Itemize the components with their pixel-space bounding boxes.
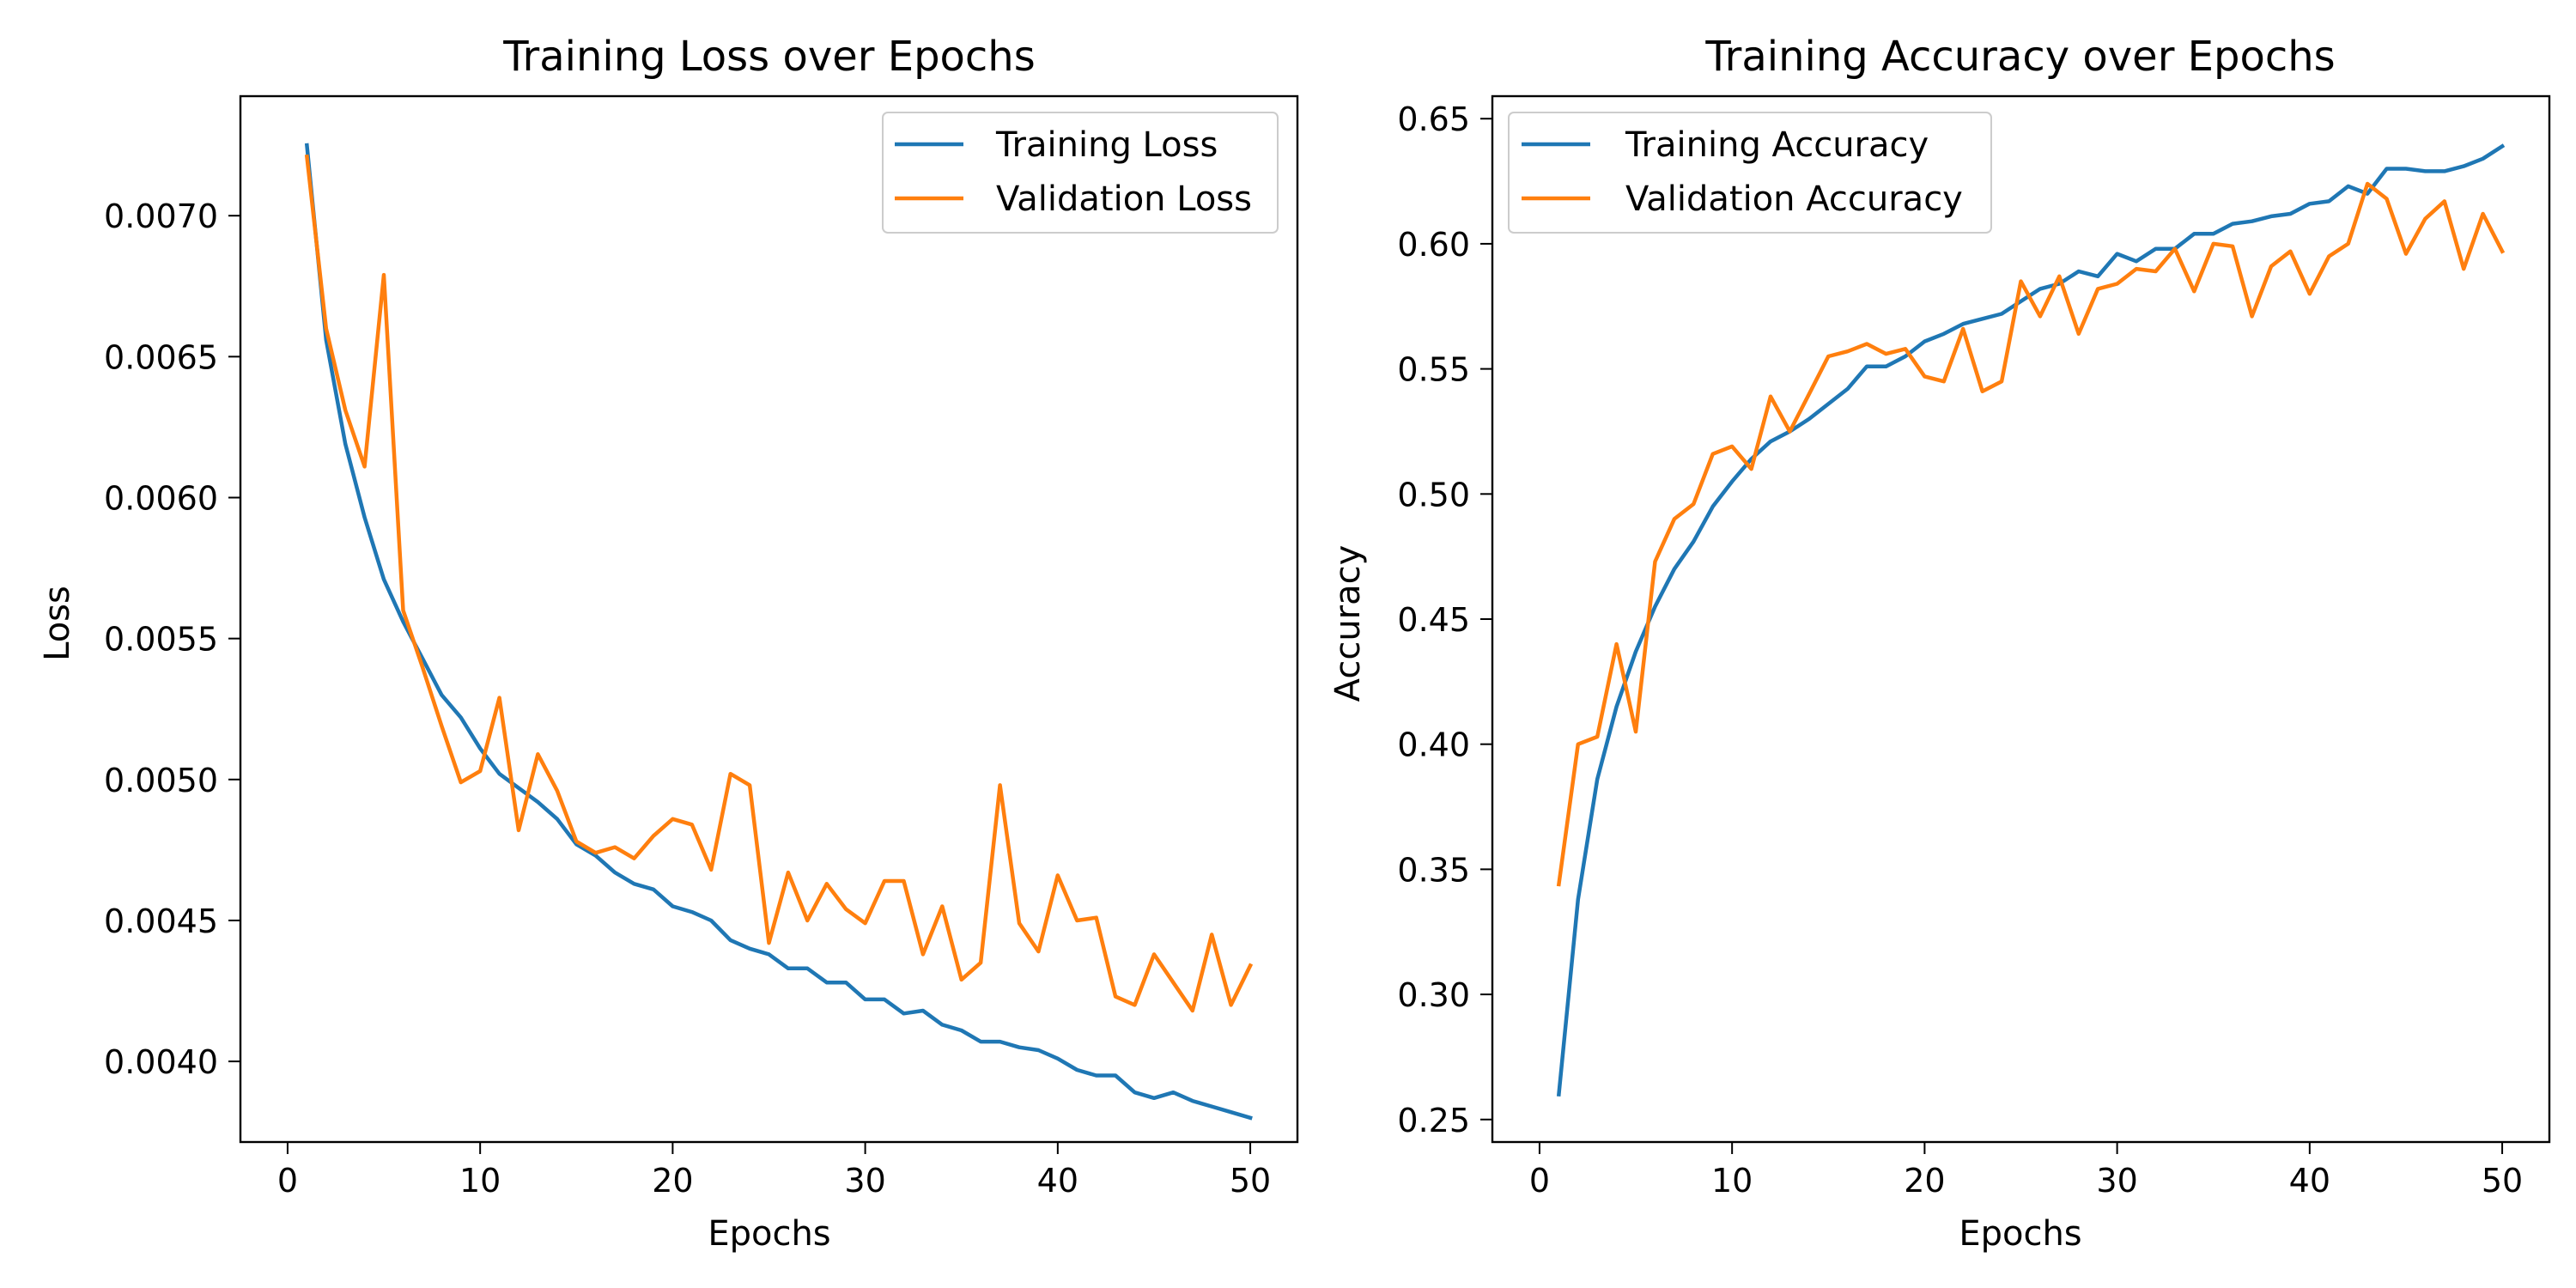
accuracy-y-tick-label: 0.40	[1397, 726, 1470, 764]
accuracy-y-tick-label: 0.50	[1397, 476, 1470, 513]
accuracy-series-line-validation	[1556, 181, 2506, 887]
loss-y-tick-label: 0.0040	[104, 1043, 218, 1081]
loss-y-tick-label: 0.0055	[104, 621, 218, 659]
accuracy-x-tick-label: 0	[1529, 1162, 1550, 1200]
loss-y-tick-label: 0.0045	[104, 902, 218, 940]
loss-series-line-validation	[304, 154, 1254, 1013]
loss-y-axis-label: Loss	[38, 586, 77, 661]
accuracy-y-tick-label: 0.55	[1397, 351, 1470, 389]
loss-plot-frame	[239, 94, 1299, 1144]
accuracy-y-tick-label: 0.45	[1397, 601, 1470, 639]
accuracy-y-tick-label: 0.25	[1397, 1102, 1470, 1139]
accuracy-legend-label-training: Training Accuracy	[1625, 125, 1929, 165]
accuracy-x-tick-label: 50	[2482, 1162, 2523, 1200]
loss-legend-box	[882, 112, 1279, 234]
accuracy-x-tick-label: 10	[1711, 1162, 1753, 1200]
accuracy-x-tick-label: 20	[1904, 1162, 1945, 1200]
accuracy-line-layer	[1556, 143, 2506, 1097]
accuracy-tick-layer: 0 10 20 30 40 50 0.25 0.30 0.35 0.40 0.45 0.50 0.55 0…	[1397, 100, 2523, 1200]
loss-x-tick-label: 50	[1230, 1162, 1271, 1200]
loss-chart: Training Loss over Epochs Epochs Loss 0 1…	[38, 33, 1299, 1254]
loss-x-tick-label: 40	[1037, 1162, 1078, 1200]
loss-x-tick-label: 30	[844, 1162, 885, 1200]
accuracy-legend: Training Accuracy Validation Accuracy	[1508, 112, 1992, 234]
accuracy-x-tick-label: 30	[2096, 1162, 2137, 1200]
loss-x-tick-label: 0	[277, 1162, 298, 1200]
loss-x-tick-label: 10	[459, 1162, 501, 1200]
accuracy-plot-frame	[1491, 94, 2551, 1144]
loss-chart-title: Training Loss over Epochs	[502, 33, 1035, 81]
accuracy-y-tick-label: 0.30	[1397, 976, 1470, 1014]
loss-y-tick-label: 0.0060	[104, 480, 218, 518]
loss-tick-layer: 0 10 20 30 40 50 0.0040 0.0045 0.0050 0.0055 0.006…	[104, 197, 1271, 1200]
accuracy-y-tick-label: 0.65	[1397, 100, 1470, 138]
loss-legend-label-training: Training Loss	[995, 125, 1218, 165]
loss-y-tick-label: 0.0070	[104, 197, 218, 235]
accuracy-x-axis-label: Epochs	[1959, 1214, 2081, 1254]
loss-x-axis-label: Epochs	[708, 1214, 830, 1254]
accuracy-chart-title: Training Accuracy over Epochs	[1704, 33, 2335, 81]
accuracy-legend-box	[1508, 112, 1992, 234]
accuracy-chart: Training Accuracy over Epochs Epochs Acc…	[1328, 33, 2551, 1254]
accuracy-legend-label-validation: Validation Accuracy	[1625, 179, 1963, 219]
loss-legend-label-validation: Validation Loss	[996, 179, 1252, 219]
loss-y-tick-label: 0.0050	[104, 762, 218, 799]
loss-line-layer	[304, 143, 1254, 1121]
loss-y-tick-label: 0.0065	[104, 338, 218, 376]
accuracy-y-tick-label: 0.60	[1397, 226, 1470, 264]
accuracy-x-tick-label: 40	[2289, 1162, 2330, 1200]
accuracy-y-axis-label: Accuracy	[1328, 545, 1368, 702]
loss-legend: Training Loss Validation Loss	[882, 112, 1279, 234]
loss-series-line-training	[304, 143, 1253, 1121]
accuracy-y-tick-label: 0.35	[1397, 851, 1470, 889]
loss-x-tick-label: 20	[652, 1162, 693, 1200]
